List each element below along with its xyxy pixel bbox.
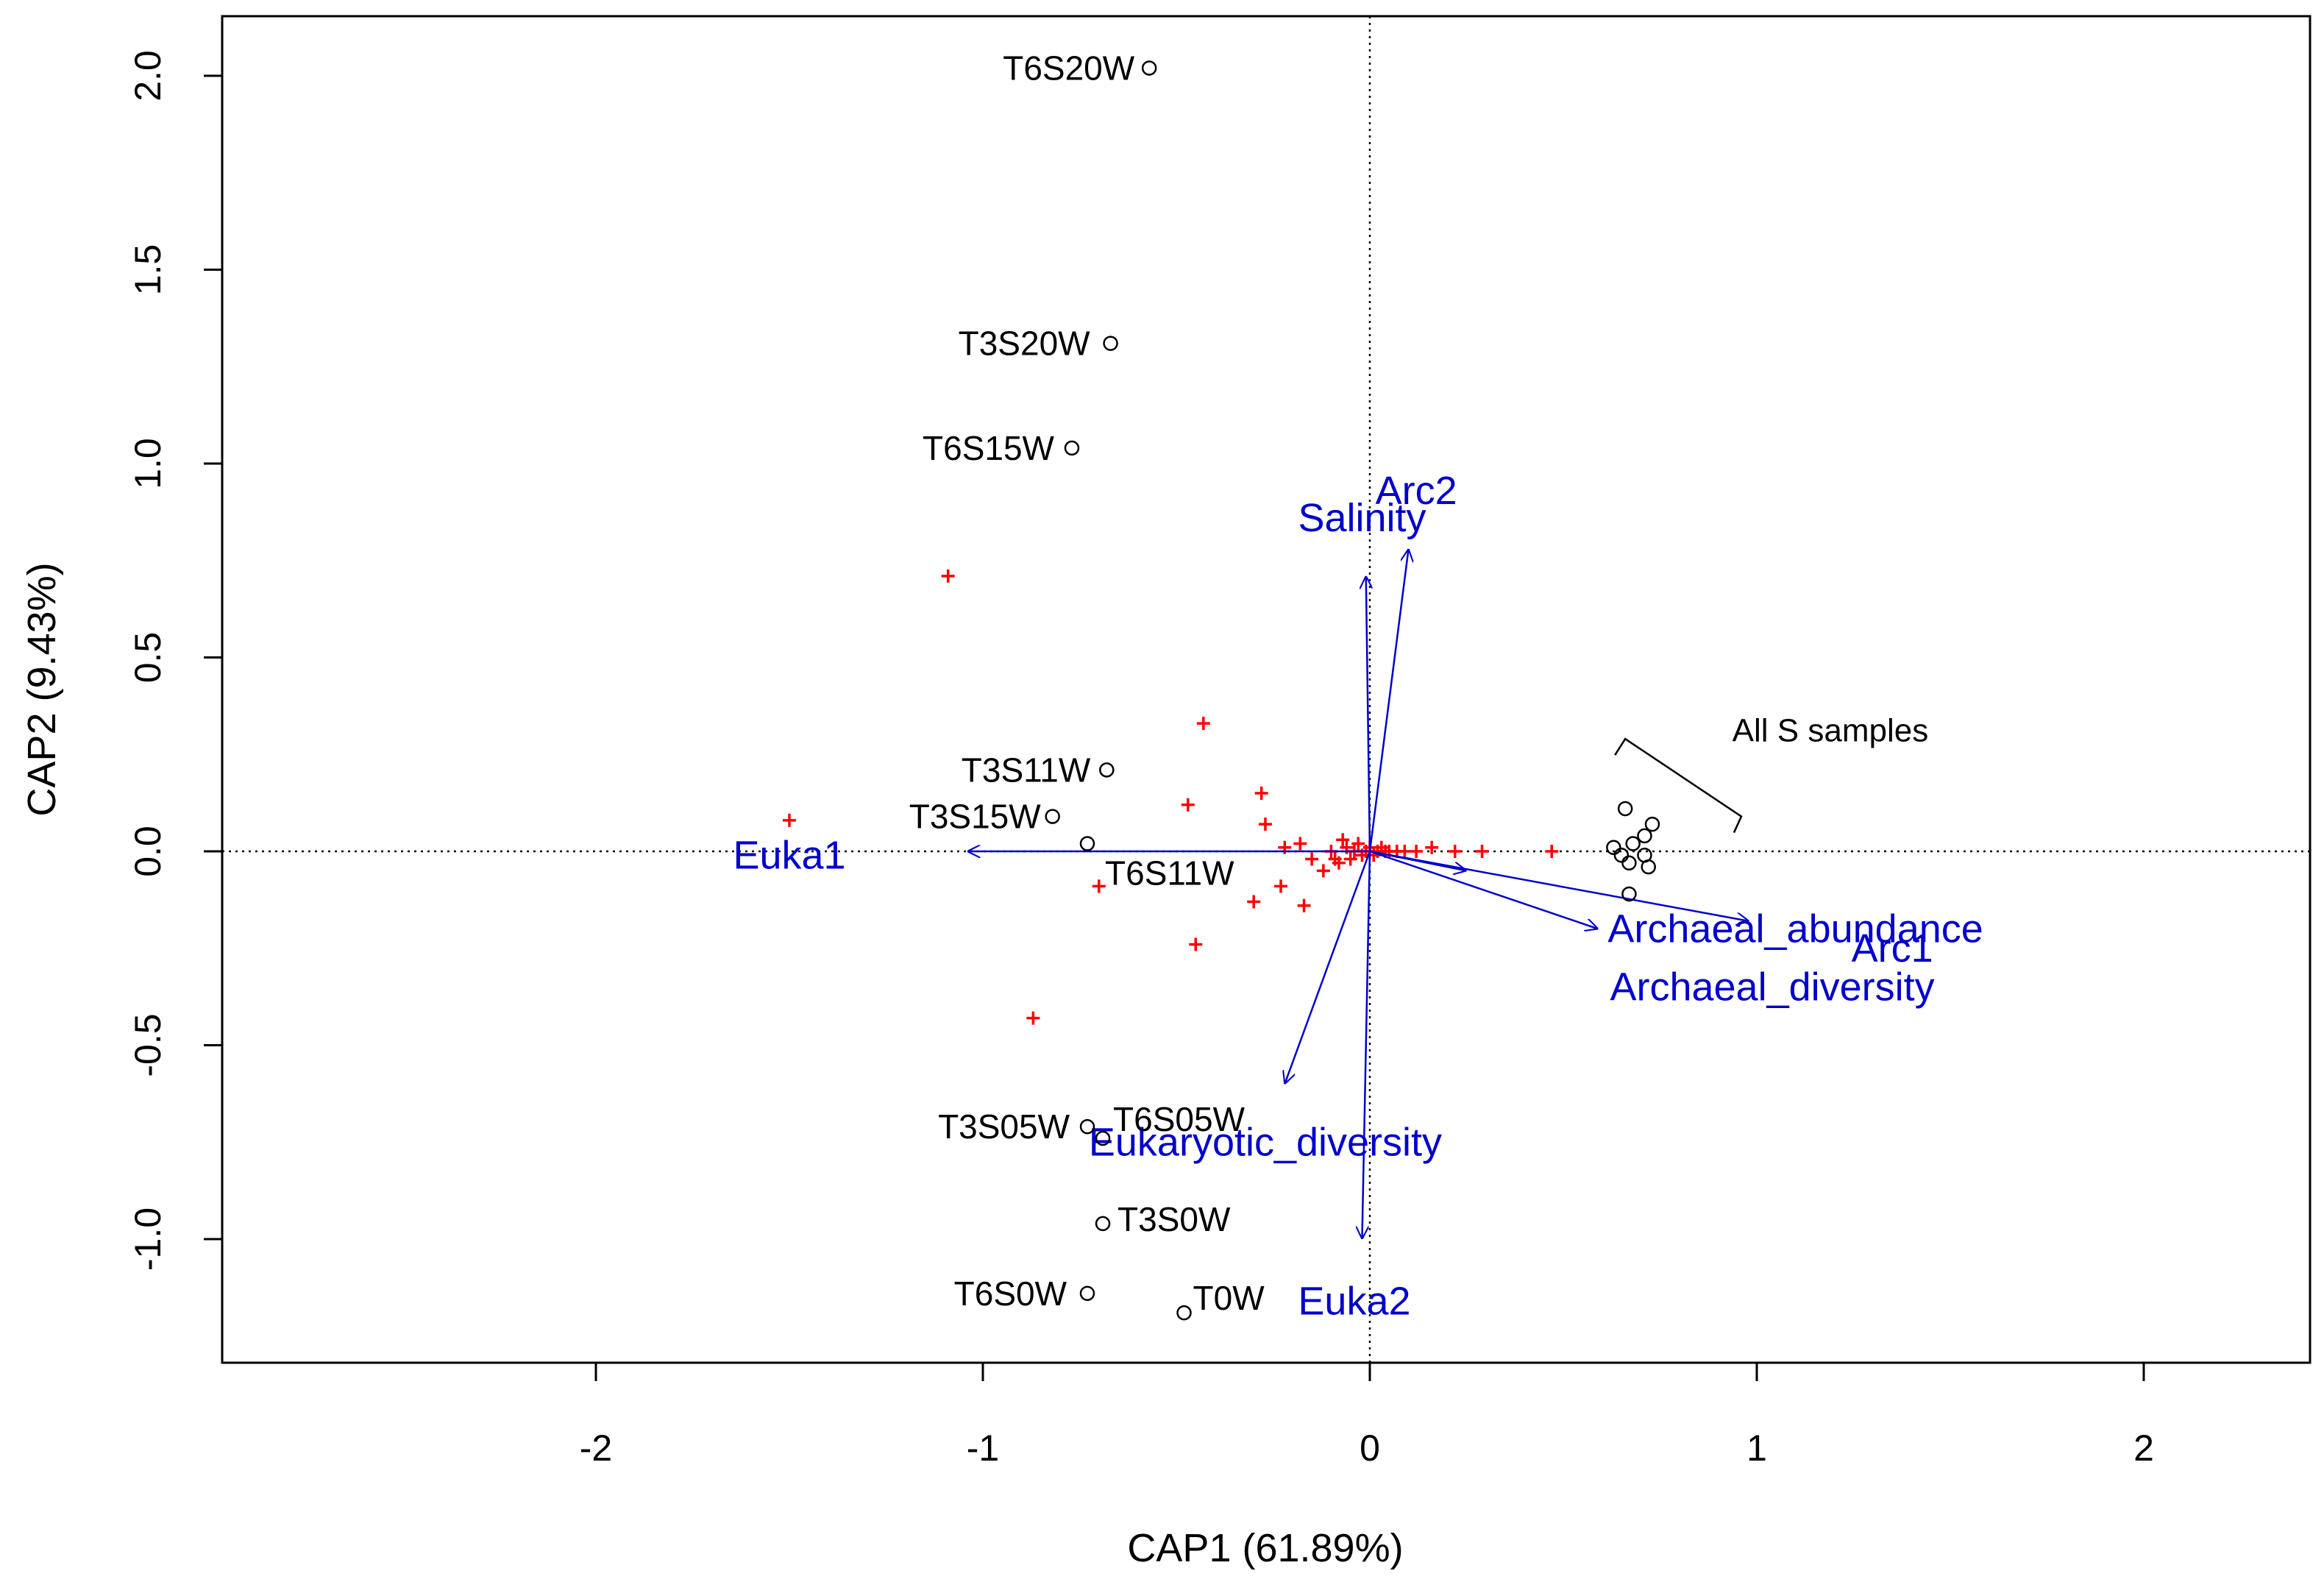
site-point: [1617, 801, 1633, 817]
species-point: [1475, 845, 1489, 858]
y-tick-label: -0.5: [127, 1013, 168, 1076]
y-axis-title: CAP2 (9.43%): [20, 562, 64, 816]
species-point: [941, 569, 955, 583]
site-point: [1141, 60, 1157, 76]
vector-arrow: [1366, 576, 1370, 852]
y-tick-label: 2.0: [127, 50, 168, 102]
species-point: [1026, 1011, 1040, 1025]
y-tick-label: 0.0: [127, 826, 168, 877]
vector-arrow: [1369, 850, 1749, 921]
species-point: [1247, 895, 1261, 909]
site-point: [1064, 440, 1080, 456]
plot-area: -2 -1 0 1 2 -1.0 -0.5 0.0 0.5 1.0 1.5 2.0 CAP1 (61.8…: [20, 15, 2311, 1570]
site-label: T3S0W: [1117, 1200, 1231, 1238]
species-point: [1336, 833, 1350, 847]
site-point: [1621, 886, 1637, 902]
site-label: T6S15W: [923, 429, 1055, 467]
vector-label: Euka2: [1298, 1279, 1410, 1323]
y-tick-label: 0.5: [127, 632, 168, 684]
site-point: [1641, 859, 1656, 875]
x-tick-label: -1: [967, 1427, 999, 1469]
species-point: [1305, 852, 1319, 866]
x-tick-label: 2: [2133, 1427, 2154, 1469]
site-point: [1644, 816, 1660, 832]
species-point: [1398, 845, 1412, 858]
species-point: [1254, 786, 1268, 800]
species-point: [1410, 845, 1424, 858]
species-point: [1351, 837, 1365, 851]
plot-frame: [221, 15, 2311, 1364]
species-point: [783, 813, 796, 827]
y-tick-label: -1.0: [127, 1207, 168, 1271]
vector-label: Arc1: [1852, 926, 1933, 971]
site-point: [1099, 762, 1115, 778]
vector-label: Eukaryotic_diversity: [1089, 1120, 1442, 1164]
group-bracket: [1614, 737, 1743, 834]
vector-arrow: [1369, 850, 1598, 929]
vector-arrow: [1284, 851, 1371, 1084]
site-point: [1625, 836, 1641, 851]
site-point: [1079, 1118, 1095, 1135]
vector-label: Salinity: [1298, 496, 1426, 540]
species-point: [1297, 898, 1311, 912]
vector-arrow: [1362, 851, 1371, 1239]
x-axis-title: CAP1 (61.89%): [1127, 1526, 1403, 1570]
site-label: T6S20W: [1003, 49, 1135, 87]
site-label: T3S11W: [962, 751, 1091, 789]
site-point: [1606, 840, 1621, 855]
species-point: [1545, 845, 1559, 858]
site-point: [1103, 336, 1118, 351]
site-label: T6S05W: [1113, 1100, 1245, 1138]
site-point: [1095, 1130, 1111, 1146]
site-point: [1637, 828, 1652, 844]
species-point: [1181, 798, 1195, 812]
species-point: [1425, 840, 1439, 854]
vector-arrow: [1369, 850, 1467, 870]
species-point: [1293, 837, 1307, 851]
site-label: T0W: [1193, 1279, 1265, 1317]
site-label: T3S05W: [938, 1107, 1070, 1146]
x-tick-label: 0: [1360, 1427, 1380, 1469]
site-label: T3S15W: [909, 798, 1042, 836]
site-point: [1045, 809, 1060, 824]
site-label: T3S20W: [959, 324, 1091, 363]
annotation-label: All S samples: [1733, 713, 1929, 749]
site-label: T6S0W: [954, 1274, 1067, 1313]
site-point: [1613, 848, 1630, 863]
y-tick-label: 1.5: [127, 244, 168, 296]
species-point: [1274, 879, 1288, 893]
site-point: [1176, 1305, 1192, 1321]
vector-arrow: [1368, 549, 1409, 852]
vector-label: Archaeal_abundance: [1607, 907, 1983, 951]
site-point: [1621, 855, 1637, 871]
species-point: [1258, 817, 1272, 831]
species-point: [1092, 879, 1106, 893]
species-point: [1196, 717, 1210, 731]
y-tick-label: 1.0: [127, 438, 168, 489]
species-point: [1328, 852, 1342, 866]
site-label: T6S11W: [1105, 854, 1234, 892]
site-point: [1095, 1216, 1111, 1232]
site-point: [1079, 1285, 1095, 1302]
species-point: [1189, 937, 1203, 951]
site-point: [1079, 836, 1095, 851]
vector-label: Euka1: [733, 833, 845, 877]
vector-label: Arc2: [1376, 469, 1457, 513]
x-tick-label: -2: [580, 1427, 612, 1469]
species-point: [1343, 852, 1357, 866]
vector-label: Archaeal_diversity: [1610, 965, 1934, 1009]
species-point: [1448, 845, 1462, 858]
x-tick-label: 1: [1746, 1427, 1767, 1469]
species-point: [1316, 864, 1330, 878]
